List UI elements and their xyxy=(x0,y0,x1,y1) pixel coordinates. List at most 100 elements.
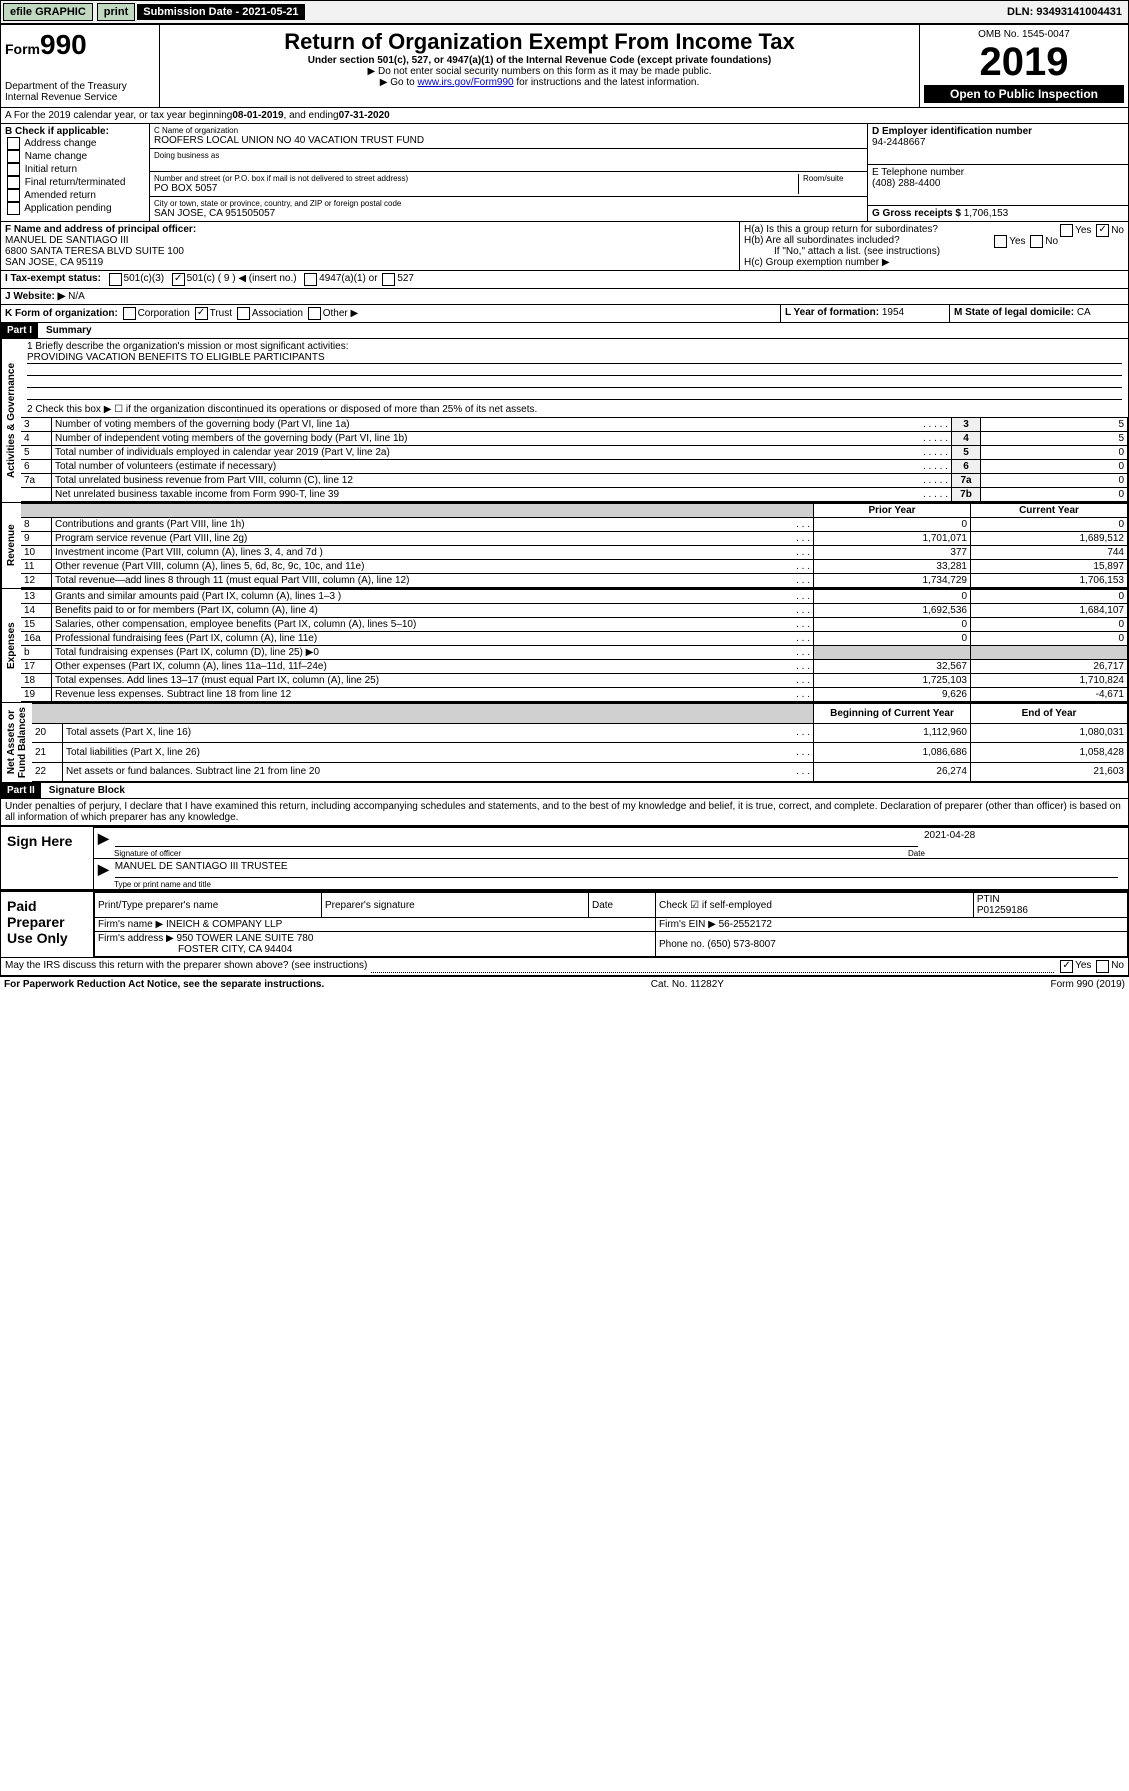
officer-addr1: 6800 SANTA TERESA BLVD SUITE 100 xyxy=(5,246,184,257)
sig-label: Signature of officer xyxy=(114,849,908,858)
irs-link[interactable]: www.irs.gov/Form990 xyxy=(417,77,513,88)
org-name: ROOFERS LOCAL UNION NO 40 VACATION TRUST… xyxy=(154,135,863,146)
summary-row: Net unrelated business taxable income fr… xyxy=(21,488,1128,502)
boxb-check[interactable] xyxy=(7,150,20,163)
table-row: 9Program service revenue (Part VIII, lin… xyxy=(21,532,1128,546)
omb-label: OMB No. 1545-0047 xyxy=(924,29,1124,40)
dba-label: Doing business as xyxy=(154,151,863,160)
efile-button[interactable]: efile GRAPHIC xyxy=(3,3,93,21)
tax-527[interactable] xyxy=(382,273,395,286)
ptin-label: PTIN xyxy=(977,894,1000,905)
pp-col1: Print/Type preparer's name xyxy=(95,893,322,918)
l-label: L Year of formation: xyxy=(785,307,879,318)
boxb-check[interactable] xyxy=(7,202,20,215)
box-b-title: B Check if applicable: xyxy=(5,126,109,137)
l-value: 1954 xyxy=(882,307,904,318)
table-row: 20Total assets (Part X, line 16). . .1,1… xyxy=(32,723,1128,743)
line2: 2 Check this box ▶ ☐ if the organization… xyxy=(21,402,1128,417)
sign-here-label: Sign Here xyxy=(1,827,93,889)
discuss-no[interactable] xyxy=(1096,960,1109,973)
o2: 501(c) ( 9 ) ◀ (insert no.) xyxy=(187,273,297,286)
line1-q: 1 Briefly describe the organization's mi… xyxy=(27,341,1122,352)
website-label: J Website: ▶ xyxy=(5,291,65,302)
klm-row: K Form of organization: Corporation ✓Tru… xyxy=(0,305,1129,323)
sign-date: 2021-04-28 xyxy=(924,830,975,841)
tax-year: 2019 xyxy=(924,40,1124,85)
tax-4947[interactable] xyxy=(304,273,317,286)
part2-title: Signature Block xyxy=(41,785,125,796)
website-value: N/A xyxy=(68,291,85,302)
pp-phone-label: Phone no. xyxy=(659,939,705,950)
top-bar: efile GRAPHIC print Submission Date - 20… xyxy=(0,0,1129,24)
form-header: Form990 Department of the Treasury Inter… xyxy=(0,24,1129,108)
boxb-item: Initial return xyxy=(5,163,145,176)
ko2: Trust xyxy=(210,308,232,319)
ko4: Other ▶ xyxy=(323,308,358,319)
firm-addr1: 950 TOWER LANE SUITE 780 xyxy=(177,933,314,944)
sign-here-block: Sign Here ▶ 2021-04-28 Signature of offi… xyxy=(0,825,1129,890)
k-trust[interactable]: ✓ xyxy=(195,307,208,320)
table-row: 13Grants and similar amounts paid (Part … xyxy=(21,590,1128,604)
tax-501c3[interactable] xyxy=(109,273,122,286)
pp-phone: (650) 573-8007 xyxy=(707,939,775,950)
tax-status-row: I Tax-exempt status: 501(c)(3) ✓501(c) (… xyxy=(0,271,1129,289)
table-row: 10Investment income (Part VIII, column (… xyxy=(21,546,1128,560)
ein-label: D Employer identification number xyxy=(872,126,1032,137)
k-other[interactable] xyxy=(308,307,321,320)
table-row: 21Total liabilities (Part X, line 26). .… xyxy=(32,743,1128,763)
table-row: 22Net assets or fund balances. Subtract … xyxy=(32,762,1128,782)
yes-text2: Yes xyxy=(1009,236,1025,247)
perjury-text: Under penalties of perjury, I declare th… xyxy=(0,799,1129,825)
side-ag: Activities & Governance xyxy=(1,339,21,502)
part1-hdr: Part I xyxy=(1,323,38,338)
firm-name: INEICH & COMPANY LLP xyxy=(166,919,282,930)
hb-yes[interactable] xyxy=(994,235,1007,248)
paid-preparer-block: Paid Preparer Use Only Print/Type prepar… xyxy=(0,890,1129,958)
officer-name: MANUEL DE SANTIAGO III xyxy=(5,235,129,246)
phone-value: (408) 288-4400 xyxy=(872,178,940,189)
side-rev: Revenue xyxy=(1,503,21,588)
date-label: Date xyxy=(908,849,1108,858)
dy: Yes xyxy=(1075,960,1091,973)
form-ref: Form 990 (2019) xyxy=(1051,979,1125,990)
discuss-text: May the IRS discuss this return with the… xyxy=(5,960,367,973)
gross-label: G Gross receipts $ xyxy=(872,208,961,219)
form-subtitle: Under section 501(c), 527, or 4947(a)(1)… xyxy=(164,55,915,66)
summary-row: 6Total number of volunteers (estimate if… xyxy=(21,460,1128,474)
boxb-item: Address change xyxy=(5,137,145,150)
side-na: Net Assets or Fund Balances xyxy=(1,703,32,782)
firm-ein-label: Firm's EIN ▶ xyxy=(659,919,716,930)
name-label: C Name of organization xyxy=(154,126,863,135)
name-title-label: Type or print name and title xyxy=(94,880,1128,889)
arrow-icon2: ▶ xyxy=(98,861,109,878)
form-number: 990 xyxy=(40,29,87,60)
line1-a: PROVIDING VACATION BENEFITS TO ELIGIBLE … xyxy=(27,352,1122,364)
tax-501c[interactable]: ✓ xyxy=(172,273,185,286)
ha-no[interactable]: ✓ xyxy=(1096,224,1109,237)
table-row: 11Other revenue (Part VIII, column (A), … xyxy=(21,560,1128,574)
org-city: SAN JOSE, CA 951505057 xyxy=(154,208,863,219)
hb-label: H(b) Are all subordinates included? xyxy=(744,235,900,246)
period-start: 08-01-2019 xyxy=(232,110,283,121)
ha-yes[interactable] xyxy=(1060,224,1073,237)
hb-no[interactable] xyxy=(1030,235,1043,248)
boxb-check[interactable] xyxy=(7,176,20,189)
k-corp[interactable] xyxy=(123,307,136,320)
ko1: Corporation xyxy=(138,308,190,319)
discuss-yes[interactable]: ✓ xyxy=(1060,960,1073,973)
m-value: CA xyxy=(1077,307,1091,318)
print-button[interactable]: print xyxy=(97,3,135,21)
summary-row: 7aTotal unrelated business revenue from … xyxy=(21,474,1128,488)
table-row: 17Other expenses (Part IX, column (A), l… xyxy=(21,660,1128,674)
no-text: No xyxy=(1111,225,1124,236)
website-row: J Website: ▶ N/A xyxy=(0,289,1129,305)
entity-block: B Check if applicable: Address change Na… xyxy=(0,124,1129,222)
officer-label: F Name and address of principal officer: xyxy=(5,224,196,235)
taxi-label: I Tax-exempt status: xyxy=(5,273,101,286)
footer: For Paperwork Reduction Act Notice, see … xyxy=(0,976,1129,992)
hc-label: H(c) Group exemption number ▶ xyxy=(744,257,1124,268)
k-assoc[interactable] xyxy=(237,307,250,320)
boxb-check[interactable] xyxy=(7,189,20,202)
boxb-check[interactable] xyxy=(7,137,20,150)
boxb-check[interactable] xyxy=(7,163,20,176)
